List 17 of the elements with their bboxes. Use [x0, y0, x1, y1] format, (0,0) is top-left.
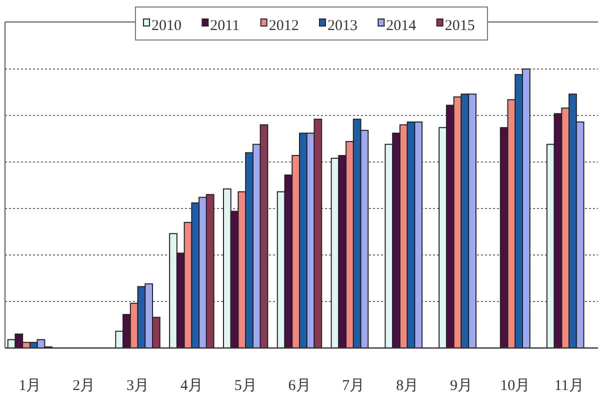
x-tick-label: 6月	[288, 378, 311, 394]
x-tick-label: 8月	[396, 378, 419, 394]
x-tick-label: 9月	[450, 378, 472, 394]
x-tick-label: 4月	[180, 378, 203, 394]
legend-label: 2013	[328, 18, 358, 34]
legend-label: 2015	[444, 18, 475, 34]
x-tick-label: 3月	[126, 378, 150, 394]
x-tick-label: 11月	[554, 378, 584, 394]
x-tick-label: 1月	[18, 378, 42, 394]
legend-label: 2012	[268, 18, 299, 34]
x-tick-label: 2月	[72, 378, 96, 394]
legend-label: 2011	[210, 18, 240, 34]
legend-label: 2014	[386, 18, 417, 34]
x-tick-label: 7月	[342, 378, 365, 394]
x-tick-label: 10月	[500, 378, 530, 394]
x-tick-label: 5月	[234, 378, 257, 394]
legend-label: 2010	[152, 18, 182, 34]
